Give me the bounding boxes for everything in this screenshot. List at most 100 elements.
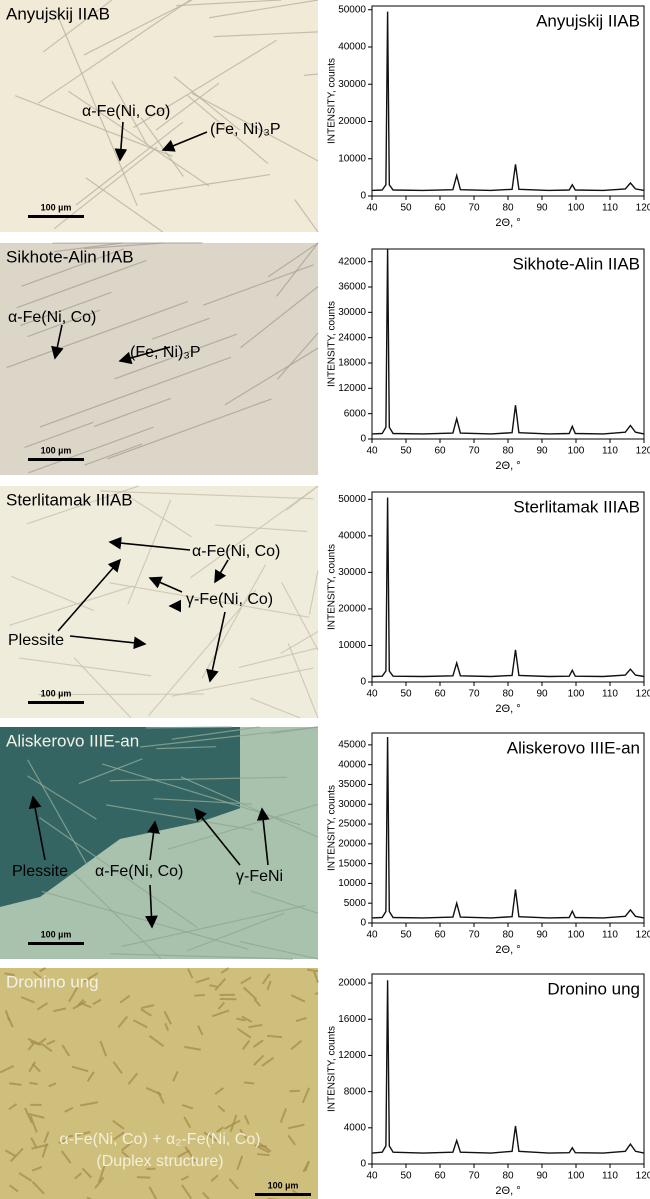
x-tick-label: 100 [568, 203, 585, 214]
y-tick-label: 50000 [338, 494, 366, 505]
y-tick-label: 20000 [338, 116, 366, 127]
x-tick-label: 40 [366, 1171, 378, 1182]
x-tick-label: 80 [502, 930, 514, 941]
phase-label: α-Fe(Ni, Co) + α₂-Fe(Ni, Co) [59, 1131, 260, 1148]
x-tick-label: 110 [602, 203, 618, 214]
texture [267, 1036, 282, 1037]
x-axis-label: 2Θ, ° [495, 703, 520, 715]
x-tick-label: 90 [536, 689, 548, 700]
scale-bar [28, 942, 84, 945]
y-tick-label: 0 [360, 434, 366, 445]
y-axis-label: INTENSITY, counts [327, 1026, 338, 1112]
x-tick-label: 90 [536, 446, 548, 457]
x-tick-label: 40 [366, 930, 378, 941]
y-tick-label: 0 [360, 677, 366, 688]
y-tick-label: 20000 [338, 978, 366, 989]
micrograph-title: Sikhote-Alin IIAB [6, 247, 134, 266]
x-axis-label: 2Θ, ° [495, 460, 520, 472]
plot-frame [372, 733, 644, 923]
x-tick-label: 50 [400, 1171, 412, 1182]
x-tick-label: 120 [636, 446, 650, 457]
plot-frame [372, 974, 644, 1164]
y-tick-label: 20000 [338, 604, 366, 615]
plot-frame [372, 249, 644, 439]
xrd-line [372, 12, 644, 191]
y-tick-label: 0 [360, 918, 366, 929]
y-tick-label: 40000 [338, 759, 366, 770]
y-tick-label: 25000 [338, 819, 366, 830]
x-tick-label: 60 [434, 203, 446, 214]
figure: Anyujskij IIAB α-Fe(Ni, Co) (Fe, Ni)₃P 100 … [0, 0, 650, 1199]
x-tick-label: 60 [434, 446, 446, 457]
plot-frame [372, 492, 644, 682]
y-tick-label: 15000 [338, 858, 366, 869]
y-tick-label: 10000 [338, 153, 366, 164]
y-tick-label: 0 [360, 1159, 366, 1170]
texture [257, 1154, 270, 1155]
x-tick-label: 90 [536, 930, 548, 941]
y-tick-label: 30000 [338, 799, 366, 810]
x-tick-label: 70 [468, 1171, 480, 1182]
texture [307, 970, 318, 971]
x-tick-label: 70 [468, 689, 480, 700]
micrograph-title: Sterlitamak IIIAB [6, 490, 133, 509]
phase-label: α-Fe(Ni, Co) [82, 103, 170, 120]
y-tick-label: 12000 [338, 383, 366, 394]
x-tick-label: 70 [468, 930, 480, 941]
x-tick-label: 60 [434, 689, 446, 700]
y-tick-label: 12000 [338, 1050, 366, 1061]
phase-label: Plessite [8, 632, 64, 649]
phase-label: α-Fe(Ni, Co) [192, 543, 280, 560]
y-tick-label: 16000 [338, 1014, 366, 1025]
scale-bar [28, 215, 84, 218]
y-axis-label: INTENSITY, counts [327, 58, 338, 144]
xrd-line [372, 249, 644, 434]
x-tick-label: 40 [366, 446, 378, 457]
x-tick-label: 110 [602, 930, 618, 941]
x-tick-label: 50 [400, 689, 412, 700]
phase-label: (Duplex structure) [96, 1153, 223, 1170]
y-tick-label: 40000 [338, 42, 366, 53]
scale-bar [255, 1193, 311, 1196]
x-axis-label: 2Θ, ° [495, 217, 520, 229]
x-tick-label: 100 [568, 446, 585, 457]
x-tick-label: 70 [468, 446, 480, 457]
y-tick-label: 5000 [344, 898, 367, 909]
y-tick-label: 30000 [338, 307, 366, 318]
phase-label: γ-FeNi [236, 868, 283, 885]
y-tick-label: 30000 [338, 567, 366, 578]
y-tick-label: 24000 [338, 332, 366, 343]
xrd-line [372, 980, 644, 1153]
scale-bar-label: 100 µm [41, 688, 72, 698]
scale-bar [28, 458, 84, 461]
texture [194, 995, 205, 996]
x-tick-label: 120 [636, 203, 650, 214]
x-tick-label: 80 [502, 689, 514, 700]
y-tick-label: 10000 [338, 640, 366, 651]
y-tick-label: 18000 [338, 358, 366, 369]
y-axis-label: INTENSITY, counts [327, 301, 338, 387]
x-tick-label: 100 [568, 1171, 585, 1182]
scale-bar-label: 100 µm [41, 929, 72, 939]
x-tick-label: 40 [366, 689, 378, 700]
x-tick-label: 50 [400, 930, 412, 941]
chart-title: Sterlitamak IIIAB [513, 497, 640, 516]
x-tick-label: 120 [636, 930, 650, 941]
y-tick-label: 0 [360, 191, 366, 202]
micrograph-title: Aliskerovo IIIE-an [6, 731, 139, 750]
x-tick-label: 70 [468, 203, 480, 214]
phase-label: (Fe, Ni)₃P [210, 121, 281, 138]
x-tick-label: 50 [400, 203, 412, 214]
y-tick-label: 8000 [344, 1086, 367, 1097]
plot-frame [372, 6, 644, 196]
y-axis-label: INTENSITY, counts [327, 544, 338, 630]
chart-title: Anyujskij IIAB [536, 11, 640, 30]
x-axis-label: 2Θ, ° [495, 944, 520, 956]
phase-label: Plessite [12, 863, 68, 880]
chart-title: Dronino ung [547, 979, 640, 998]
scale-bar-label: 100 µm [41, 445, 72, 455]
xrd-line [372, 737, 644, 918]
y-tick-label: 30000 [338, 79, 366, 90]
phase-label: α-Fe(Ni, Co) [8, 309, 96, 326]
x-tick-label: 80 [502, 446, 514, 457]
